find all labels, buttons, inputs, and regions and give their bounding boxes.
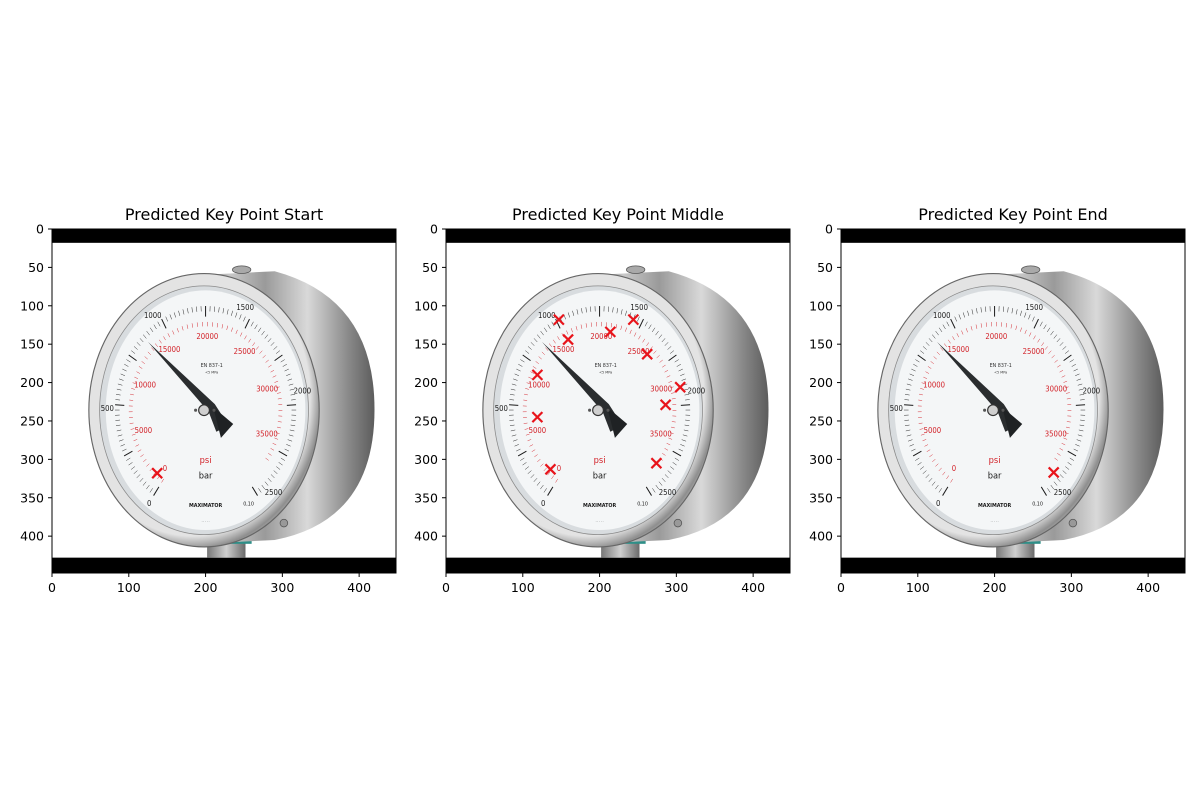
keypoint-marker (553, 313, 565, 326)
x-tick-label: 400 (741, 580, 765, 595)
x-tick-label: 300 (664, 580, 688, 595)
x-tick-label: 100 (906, 580, 930, 595)
y-tick-label: 100 (20, 298, 44, 313)
y-tick-label: 300 (809, 452, 833, 467)
panel-title: Predicted Key Point Middle (512, 205, 724, 224)
x-tick-label: 400 (1136, 580, 1160, 595)
keypoint-marker (151, 467, 163, 479)
y-tick-label: 400 (20, 529, 44, 544)
y-tick-label: 0 (825, 222, 833, 237)
x-tick-label: 300 (270, 580, 294, 595)
keypoint-marker (562, 333, 574, 346)
y-tick-label: 400 (809, 529, 833, 544)
chart-panel-2: Predicted Key Point Middle 0 100 200 300 400 0… (414, 205, 791, 595)
chart-panel-3: Predicted Key Point End 0 100 200 300 400 0 50 1… (809, 205, 1186, 595)
keypoint-marker (627, 313, 640, 326)
x-tick-label: 100 (511, 580, 535, 595)
y-tick-label: 250 (20, 413, 44, 428)
keypoint-marker (531, 369, 544, 381)
keypoint-marker (1047, 466, 1060, 479)
y-tick-label: 0 (36, 222, 44, 237)
y-tick-label: 150 (20, 337, 44, 352)
gauge-image (445, 228, 791, 574)
panel-title: Predicted Key Point End (918, 205, 1108, 224)
y-tick-label: 250 (414, 413, 438, 428)
x-tick-label: 0 (442, 580, 450, 595)
y-tick-label: 400 (414, 529, 438, 544)
y-tick-label: 150 (809, 337, 833, 352)
y-tick-label: 50 (28, 260, 44, 275)
axes-frame (445, 228, 791, 574)
y-tick-label: 300 (20, 452, 44, 467)
y-tick-label: 0 (430, 222, 438, 237)
x-tick-label: 400 (347, 580, 371, 595)
y-tick-label: 350 (414, 490, 438, 505)
gauge-image (51, 228, 397, 574)
x-tick-label: 200 (588, 580, 612, 595)
x-tick-label: 200 (983, 580, 1007, 595)
x-tick-label: 0 (48, 580, 56, 595)
chart-panel-1: Predicted Key Point Start 0 100 200 300 400 0 5… (20, 205, 397, 595)
x-tick-label: 0 (837, 580, 845, 595)
y-tick-label: 200 (809, 375, 833, 390)
y-tick-label: 200 (414, 375, 438, 390)
y-tick-label: 50 (817, 260, 833, 275)
keypoint-marker (544, 463, 557, 476)
keypoint-marker (531, 411, 544, 423)
y-tick-label: 100 (809, 298, 833, 313)
x-tick-label: 200 (194, 580, 218, 595)
y-tick-label: 50 (422, 260, 438, 275)
axes-frame (51, 228, 397, 574)
axes-frame (840, 228, 1186, 574)
x-tick-label: 300 (1059, 580, 1083, 595)
keypoint-marker (650, 457, 663, 469)
gauge-image (840, 228, 1186, 574)
y-tick-label: 350 (809, 490, 833, 505)
panel-title: Predicted Key Point Start (125, 205, 323, 224)
y-tick-label: 200 (20, 375, 44, 390)
y-tick-label: 150 (414, 337, 438, 352)
y-tick-label: 350 (20, 490, 44, 505)
keypoint-marker (641, 348, 653, 360)
x-tick-label: 100 (117, 580, 141, 595)
y-tick-label: 100 (414, 298, 438, 313)
y-tick-label: 250 (809, 413, 833, 428)
keypoint-marker (674, 381, 686, 393)
keypoint-marker (659, 399, 672, 411)
y-tick-label: 300 (414, 452, 438, 467)
keypoint-marker (604, 326, 617, 338)
